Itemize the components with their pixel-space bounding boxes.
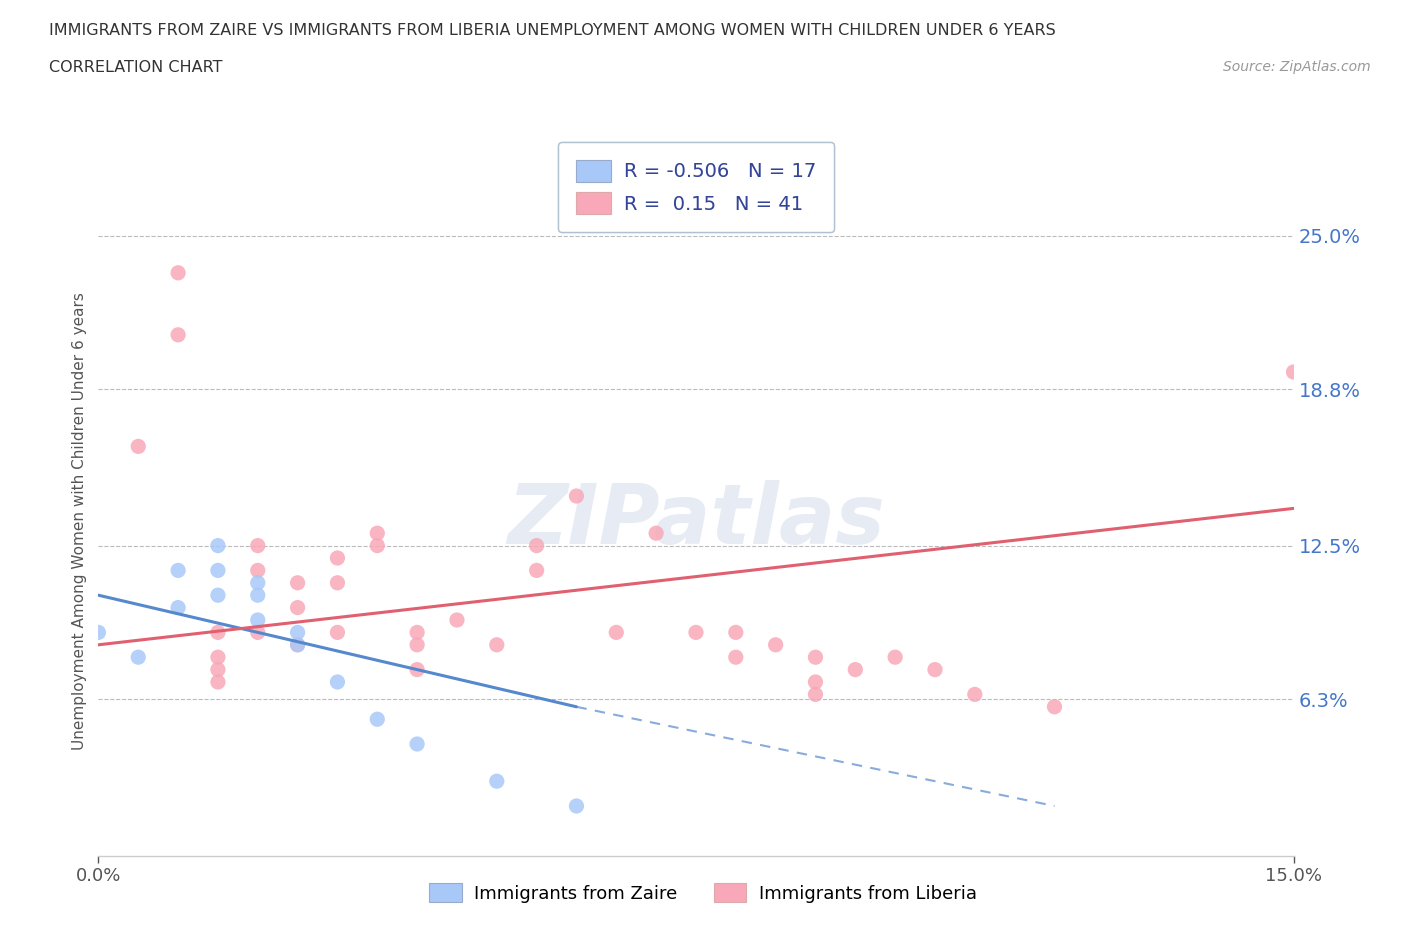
Point	[127, 439, 149, 454]
Point	[804, 687, 827, 702]
Point	[804, 650, 827, 665]
Legend: Immigrants from Zaire, Immigrants from Liberia: Immigrants from Zaire, Immigrants from L…	[420, 874, 986, 911]
Legend: R = -0.506   N = 17, R =  0.15   N = 41: R = -0.506 N = 17, R = 0.15 N = 41	[558, 142, 834, 232]
Y-axis label: Unemployment Among Women with Children Under 6 years: Unemployment Among Women with Children U…	[72, 292, 87, 750]
Text: CORRELATION CHART: CORRELATION CHART	[49, 60, 222, 75]
Point	[685, 625, 707, 640]
Text: ZIPatlas: ZIPatlas	[508, 480, 884, 562]
Point	[326, 576, 349, 591]
Point	[485, 774, 508, 789]
Point	[326, 625, 349, 640]
Point	[287, 637, 309, 652]
Point	[326, 551, 349, 565]
Point	[485, 637, 508, 652]
Point	[246, 588, 269, 603]
Point	[287, 625, 309, 640]
Point	[87, 625, 110, 640]
Point	[565, 488, 588, 503]
Point	[207, 538, 229, 553]
Point	[565, 799, 588, 814]
Point	[207, 588, 229, 603]
Point	[884, 650, 907, 665]
Point	[366, 711, 388, 726]
Point	[1282, 365, 1305, 379]
Point	[924, 662, 946, 677]
Point	[446, 613, 468, 628]
Point	[406, 662, 429, 677]
Point	[326, 674, 349, 689]
Point	[645, 525, 668, 540]
Point	[526, 563, 548, 578]
Point	[406, 737, 429, 751]
Point	[207, 625, 229, 640]
Point	[844, 662, 866, 677]
Point	[605, 625, 627, 640]
Text: IMMIGRANTS FROM ZAIRE VS IMMIGRANTS FROM LIBERIA UNEMPLOYMENT AMONG WOMEN WITH C: IMMIGRANTS FROM ZAIRE VS IMMIGRANTS FROM…	[49, 23, 1056, 38]
Point	[804, 674, 827, 689]
Point	[765, 637, 787, 652]
Point	[207, 650, 229, 665]
Point	[167, 265, 190, 280]
Point	[246, 576, 269, 591]
Text: Source: ZipAtlas.com: Source: ZipAtlas.com	[1223, 60, 1371, 74]
Point	[963, 687, 986, 702]
Point	[246, 538, 269, 553]
Point	[207, 662, 229, 677]
Point	[724, 650, 747, 665]
Point	[287, 600, 309, 615]
Point	[366, 538, 388, 553]
Point	[287, 576, 309, 591]
Point	[1043, 699, 1066, 714]
Point	[207, 563, 229, 578]
Point	[724, 625, 747, 640]
Point	[167, 327, 190, 342]
Point	[366, 525, 388, 540]
Point	[287, 637, 309, 652]
Point	[246, 625, 269, 640]
Point	[406, 625, 429, 640]
Point	[526, 538, 548, 553]
Point	[207, 674, 229, 689]
Point	[167, 563, 190, 578]
Point	[127, 650, 149, 665]
Point	[167, 600, 190, 615]
Point	[406, 637, 429, 652]
Point	[246, 613, 269, 628]
Point	[246, 563, 269, 578]
